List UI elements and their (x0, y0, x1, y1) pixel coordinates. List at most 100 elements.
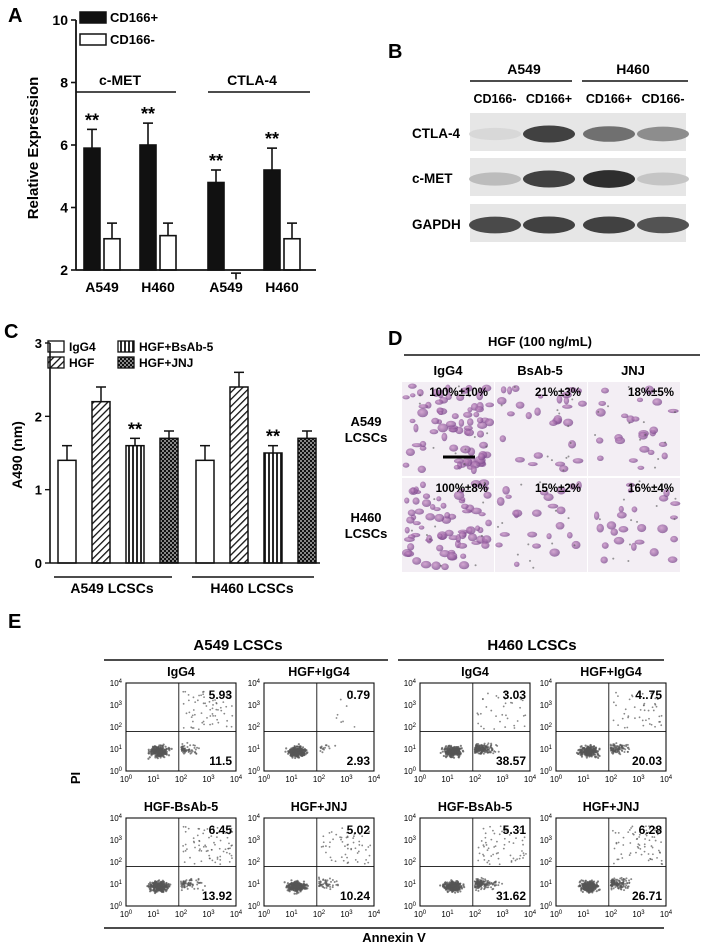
event (448, 885, 451, 888)
blot-band-2-0 (469, 216, 521, 234)
event (621, 749, 624, 752)
membrane-pore (432, 446, 435, 449)
event (595, 885, 598, 888)
event (516, 858, 518, 861)
event (660, 828, 662, 831)
event (156, 754, 159, 757)
event (497, 851, 499, 854)
cell (555, 522, 565, 530)
membrane-pore (410, 529, 413, 532)
event (491, 888, 494, 891)
membrane-pore (627, 560, 630, 563)
flow-plot-xtick: 104 (230, 775, 243, 784)
event (477, 889, 480, 892)
event (214, 715, 217, 717)
event (226, 694, 229, 696)
event (490, 886, 493, 889)
event (189, 744, 192, 747)
event (483, 859, 486, 861)
event (591, 751, 595, 754)
event (585, 756, 588, 759)
cell (461, 503, 469, 510)
event (496, 840, 498, 843)
event (625, 743, 628, 746)
event (481, 883, 484, 886)
cell (404, 526, 410, 534)
event (456, 881, 460, 884)
event (477, 859, 480, 862)
event (490, 855, 493, 857)
event (293, 892, 296, 895)
event (618, 747, 621, 750)
event (342, 859, 345, 862)
event (617, 832, 620, 834)
event (216, 826, 219, 829)
cell (425, 513, 435, 521)
event (499, 825, 502, 828)
event (152, 882, 155, 885)
event (622, 885, 625, 888)
flow-plot-title-7: HGF+JNJ (583, 800, 640, 814)
event (200, 860, 203, 863)
event (626, 882, 629, 885)
event (621, 857, 624, 859)
legend-label-igg4: IgG4 (69, 340, 96, 354)
flow-plot-ytick: 104 (540, 679, 553, 688)
event (198, 849, 201, 852)
event (286, 882, 290, 885)
event (518, 857, 521, 860)
flow-plot-xtick: 103 (496, 910, 509, 919)
event (660, 841, 662, 843)
event (196, 746, 199, 749)
event (330, 859, 333, 862)
cell (595, 437, 604, 444)
panel-d-column-2: JNJ (621, 363, 645, 378)
membrane-pore (473, 436, 476, 439)
event (623, 712, 626, 715)
event (231, 830, 234, 833)
cell (601, 387, 609, 394)
event (584, 882, 587, 885)
event (352, 841, 355, 844)
event (294, 885, 297, 888)
sig-marker-a-1: ** (141, 104, 155, 124)
event (493, 846, 496, 848)
event (647, 831, 650, 834)
event (184, 826, 187, 828)
event (149, 881, 152, 884)
event (294, 888, 297, 891)
event (488, 863, 491, 866)
event (179, 880, 182, 883)
event (615, 742, 618, 745)
event (302, 880, 306, 883)
event (498, 881, 501, 884)
event (156, 757, 159, 760)
cell (420, 560, 432, 569)
event (654, 697, 657, 700)
event (159, 889, 162, 892)
event (484, 832, 487, 835)
flow-plot-xtick: 102 (313, 910, 326, 919)
event (505, 829, 508, 832)
flow-plot-xtick: 102 (605, 910, 618, 919)
event (484, 841, 487, 844)
flow-plot-frame (263, 817, 375, 907)
flow-plot-xtick: 102 (605, 775, 618, 784)
sig-marker-a-0: ** (85, 110, 99, 130)
event (618, 751, 621, 754)
event (301, 752, 305, 755)
event (170, 747, 173, 750)
event (226, 836, 229, 839)
event (581, 747, 585, 750)
event (490, 709, 493, 712)
cell (649, 426, 659, 434)
panel-c-group-h460: H460 LCSCs (210, 580, 293, 596)
blot-band-1-3 (637, 172, 689, 186)
event (610, 887, 613, 890)
flow-plot-title-6: HGF-BsAb-5 (438, 800, 512, 814)
flow-plot-lr-0: 11.5 (209, 754, 232, 768)
event (193, 887, 196, 890)
event (448, 886, 451, 890)
event (208, 854, 211, 857)
event (228, 827, 231, 830)
